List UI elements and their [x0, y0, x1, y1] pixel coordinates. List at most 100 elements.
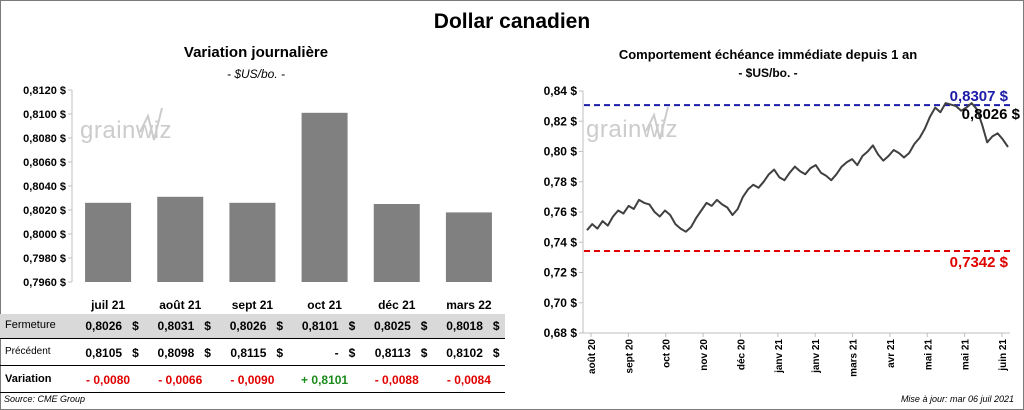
fermeture-label: Fermeture: [5, 319, 56, 331]
left-chart-title: Variation journalière: [183, 44, 329, 61]
line-x-tick-label: nov 20: [699, 339, 710, 371]
table-row-variation: Variation: [0, 368, 505, 392]
page-title: Dollar canadien: [433, 10, 591, 33]
high-reference-label: 0,8307 $: [950, 88, 1009, 105]
currency-symbol: $: [492, 319, 500, 333]
currency-symbol: $: [204, 319, 211, 333]
low-reference-label: 0,7342 $: [950, 254, 1009, 271]
table-row-precedent: Précédent: [0, 341, 505, 365]
left-chart-subtitle: - $US/bo. -: [226, 67, 286, 81]
fermeture-value: 0,8101: [301, 319, 339, 333]
line-x-tick-label: déc 20: [736, 339, 747, 371]
bar-y-tick-label: 0,8040 $: [23, 181, 66, 193]
line-y-tick-label: 0,80 $: [544, 145, 578, 159]
currency-symbol: $: [492, 346, 500, 360]
fermeture-cell: 0,8018 $: [431, 319, 499, 333]
line-y-tick-label: 0,68 $: [544, 326, 578, 340]
line-x-tick-label: avr 21: [886, 339, 897, 368]
last-value-label: 0,8026 $: [962, 106, 1021, 123]
currency-symbol: $: [348, 319, 356, 333]
line-y-tick-label: 0,76 $: [544, 205, 578, 219]
precedent-cell: 0,8105 $: [70, 346, 138, 360]
bar: [445, 212, 492, 282]
precedent-cell: 0,8102 $: [431, 346, 499, 360]
bar-y-tick-label: 0,8020 $: [23, 205, 66, 217]
line-y-tick-label: 0,78 $: [544, 175, 578, 189]
update-note: Mise à jour: mar 06 juil 2021: [900, 394, 1014, 404]
fermeture-cell: 0,8031 $: [142, 319, 211, 333]
line-x-tick-label: juin 21: [998, 339, 1009, 372]
bar-category-label: oct 21: [307, 298, 342, 312]
table-row-fermeture: Fermeture: [0, 314, 505, 338]
line-x-tick-label: mai 21: [923, 339, 934, 371]
table-divider: [0, 338, 505, 339]
fermeture-value: 0,8018: [446, 319, 483, 333]
bar-y-tick-label: 0,8060 $: [23, 157, 66, 169]
price-line: [586, 102, 1009, 233]
bar-category-label: sept 21: [232, 298, 274, 312]
variation-cell: - 0,0090: [230, 373, 275, 387]
variation-cell: - 0,0088: [374, 373, 419, 387]
line-y-tick-label: 0,74 $: [544, 235, 578, 249]
line-chart: grainwiz 0,68 $ 0,70 $ 0,72 $ 0,74 $ 0,76 $ 0…: [544, 84, 1021, 377]
table-divider: [0, 392, 505, 393]
variation-cell: - 0,0066: [158, 373, 203, 387]
bar-category-label: août 21: [159, 298, 201, 312]
fermeture-cell: 0,8026 $: [70, 319, 138, 333]
line-y-tick-label: 0,84 $: [544, 84, 578, 98]
bar-category-label: juil 21: [90, 298, 125, 312]
currency-symbol: $: [348, 346, 356, 360]
fermeture-cell: 0,8026 $: [214, 319, 283, 333]
precedent-value: 0,8098: [157, 346, 195, 360]
line-x-tick-label: janv 21: [774, 339, 785, 374]
currency-symbol: $: [420, 346, 428, 360]
bar-y-tick-label: 0,8080 $: [23, 133, 66, 145]
line-x-tick-label: mai 21: [961, 339, 972, 371]
variation-cell: + 0,8101: [301, 373, 349, 387]
precedent-cell: - $: [287, 346, 356, 360]
line-x-tick-label: sept 20: [624, 339, 635, 374]
bar-category-label: mars 22: [446, 298, 492, 312]
precedent-cell: 0,8113 $: [359, 346, 428, 360]
precedent-cell: 0,8115 $: [214, 346, 283, 360]
bar: [229, 202, 276, 282]
bar-y-tick-label: 0,8100 $: [23, 109, 66, 121]
bar: [301, 112, 348, 282]
precedent-value: -: [334, 346, 339, 360]
right-chart-subtitle: - $US/bo. -: [738, 66, 798, 80]
line-y-tick-label: 0,70 $: [544, 296, 578, 310]
variation-label: Variation: [5, 373, 52, 385]
line-x-tick-label: oct 20: [662, 339, 673, 368]
bar-chart: grainwiz 0,7960 $ 0,7980 $ 0,8000 $ 0,8020 …: [23, 85, 492, 312]
bar-category-label: déc 21: [378, 298, 416, 312]
fermeture-cell: 0,8025 $: [359, 319, 427, 333]
table-divider: [0, 365, 505, 366]
bar-y-tick-label: 0,8000 $: [23, 229, 66, 241]
fermeture-value: 0,8026: [85, 319, 123, 333]
variation-cell: - 0,0080: [86, 373, 131, 387]
fermeture-value: 0,8025: [374, 319, 411, 333]
bar-y-tick-label: 0,8120 $: [23, 85, 66, 97]
variation-cell: - 0,0084: [446, 373, 491, 387]
precedent-value: 0,8102: [446, 346, 483, 360]
bar: [85, 202, 132, 282]
fermeture-value: 0,8026: [229, 319, 267, 333]
precedent-value: 0,8113: [374, 346, 411, 360]
bar: [373, 204, 420, 282]
currency-symbol: $: [204, 346, 211, 360]
line-x-tick-label: mars 21: [849, 339, 860, 377]
fermeture-value: 0,8031: [157, 319, 195, 333]
grainwiz-watermark-left: grainwiz: [80, 107, 172, 144]
line-y-tick-label: 0,82 $: [544, 114, 578, 128]
currency-symbol: $: [132, 346, 139, 360]
currency-symbol: $: [276, 346, 284, 360]
precedent-value: 0,8115: [230, 346, 267, 360]
currency-symbol: $: [276, 319, 284, 333]
currency-symbol: $: [420, 319, 428, 333]
currency-symbol: $: [132, 319, 139, 333]
source-note: Source: CME Group: [4, 394, 86, 404]
watermark-zigzag: [139, 107, 163, 141]
precedent-cell: 0,8098 $: [142, 346, 211, 360]
bar-y-tick-label: 0,7960 $: [23, 277, 66, 289]
bar-y-tick-label: 0,7980 $: [23, 253, 66, 265]
